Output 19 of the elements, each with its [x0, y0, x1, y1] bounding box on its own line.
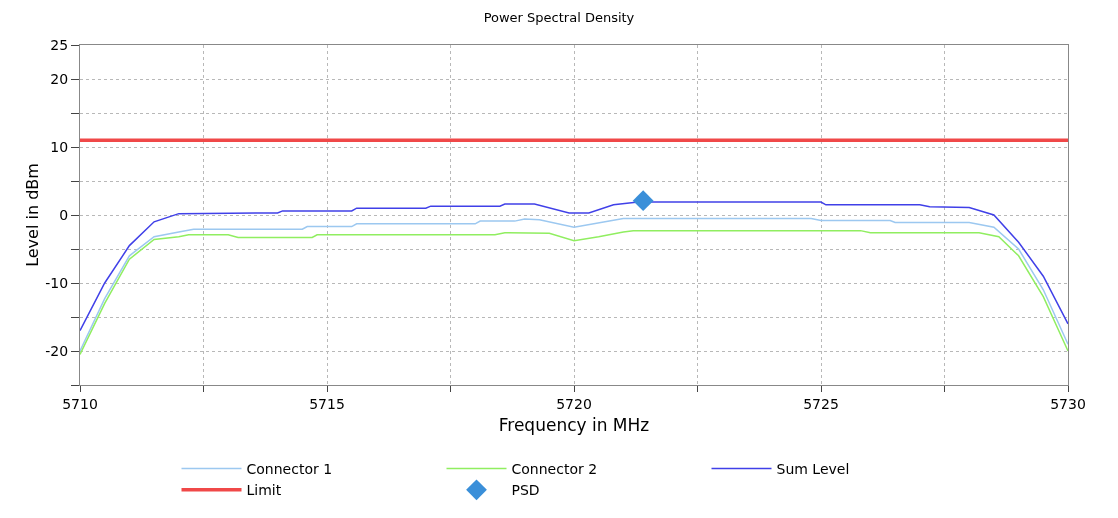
y-tick-label: 0 — [59, 206, 69, 223]
y-axis-title: Level in dBm — [23, 163, 42, 267]
x-tick-label: 5725 — [803, 395, 839, 412]
y-tick-label: 10 — [50, 138, 69, 155]
y-tick-label: -20 — [45, 342, 69, 359]
legend-label: Connector 2 — [511, 461, 598, 478]
y-tick-label: 20 — [50, 70, 69, 87]
x-tick-label: 5720 — [556, 395, 592, 412]
legend-label: Limit — [246, 482, 282, 499]
legend-label: Connector 1 — [246, 461, 333, 478]
x-tick-label: 5710 — [62, 395, 98, 412]
chart-title: Power Spectral Density — [483, 10, 635, 26]
x-axis-title: Frequency in MHz — [498, 415, 650, 436]
legend-label: Sum Level — [776, 461, 850, 478]
y-tick-label: 25 — [50, 36, 69, 53]
y-tick-label: -10 — [45, 274, 69, 291]
legend-label: PSD — [511, 482, 540, 499]
x-tick-label: 5715 — [309, 395, 345, 412]
x-tick-label: 5730 — [1050, 395, 1086, 412]
